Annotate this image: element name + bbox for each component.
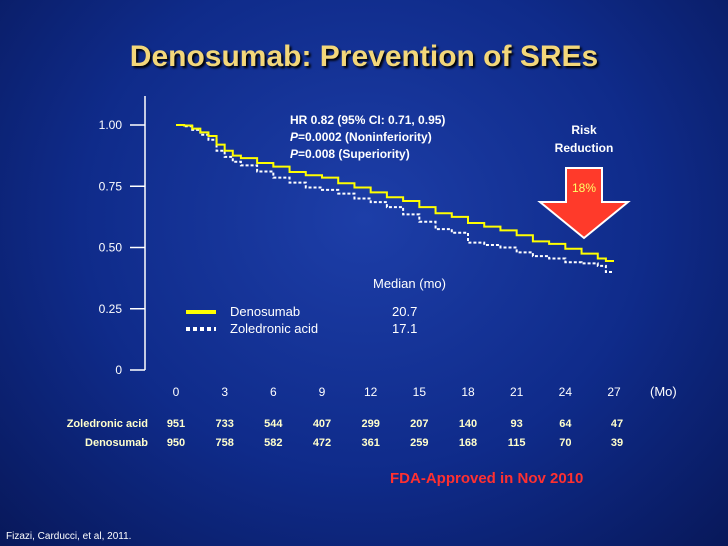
p-value-noninferiority: P=0.0002 (Noninferiority) [290,130,432,144]
at-risk-value: 544 [264,418,283,430]
x-tick-label: 18 [461,385,475,399]
y-tick-label: 0.50 [99,241,123,255]
fda-approval-note: FDA-Approved in Nov 2010 [390,470,584,487]
at-risk-value: 361 [361,437,379,449]
at-risk-value: 39 [611,437,623,449]
at-risk-value: 207 [410,418,428,430]
slide-title: Denosumab: Prevention of SREs [129,40,599,73]
y-tick-label: 0.25 [99,302,123,316]
at-risk-value: 950 [167,437,185,449]
x-tick-label: 9 [319,385,326,399]
risk-reduction-label: Reduction [555,141,614,155]
at-risk-value: 64 [559,418,572,430]
at-risk-value: 472 [313,437,331,449]
at-risk-row-label: Denosumab [85,437,148,449]
legend-label-zoledronic-acid: Zoledronic acid [230,321,318,336]
at-risk-value: 582 [264,437,282,449]
hazard-ratio-text: HR 0.82 (95% CI: 0.71, 0.95) [290,113,445,127]
x-tick-label: 15 [413,385,427,399]
x-tick-label: 12 [364,385,378,399]
legend-label-denosumab: Denosumab [230,304,300,319]
p-value-superiority: P=0.008 (Superiority) [290,147,410,161]
x-tick-label: 3 [221,385,228,399]
at-risk-value: 951 [167,418,185,430]
x-tick-label: 6 [270,385,277,399]
at-risk-row-label: Zoledronic acid [67,418,148,430]
at-risk-value: 758 [215,437,233,449]
at-risk-value: 115 [508,437,526,449]
at-risk-value: 140 [459,418,477,430]
x-tick-label: 27 [607,385,621,399]
x-tick-label: 21 [510,385,524,399]
zoledronic-acid-curve [176,124,614,273]
median-header: Median (mo) [373,276,446,291]
at-risk-value: 299 [361,418,379,430]
median-denosumab: 20.7 [392,304,417,319]
at-risk-value: 407 [313,418,331,430]
risk-reduction-arrow [537,167,631,240]
denosumab-curve [176,124,614,262]
risk-reduction-label: Risk [571,123,597,137]
at-risk-value: 47 [611,418,623,430]
at-risk-value: 259 [410,437,428,449]
x-tick-label: 24 [559,385,573,399]
y-tick-label: 0.75 [99,179,123,193]
at-risk-value: 733 [215,418,233,430]
median-zoledronic-acid: 17.1 [392,321,417,336]
x-axis-label: (Mo) [650,384,677,399]
x-tick-label: 0 [173,385,180,399]
at-risk-value: 93 [511,418,523,430]
y-tick-label: 0 [115,363,122,377]
risk-reduction-value: 18% [572,181,596,195]
at-risk-value: 168 [459,437,477,449]
at-risk-value: 70 [559,437,571,449]
citation: Fizazi, Carducci, et al, 2011. [6,531,132,542]
y-tick-label: 1.00 [99,118,123,132]
